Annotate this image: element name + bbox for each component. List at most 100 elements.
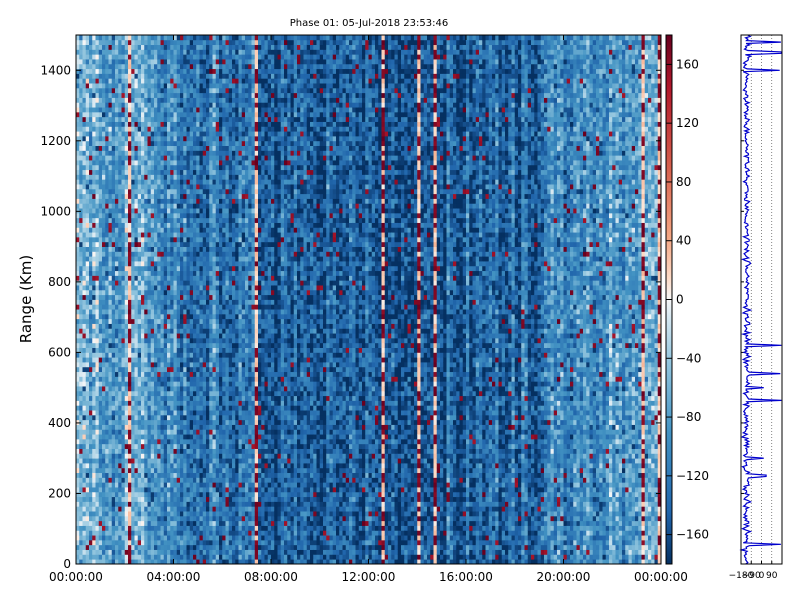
heatmap-cell: [102, 145, 106, 151]
heatmap-cell: [176, 232, 181, 238]
heatmap-cell: [176, 188, 181, 195]
heatmap-cell: [105, 174, 109, 180]
heatmap-cell: [134, 97, 139, 103]
heatmap-cell: [137, 198, 142, 204]
heatmap-cell: [128, 208, 132, 214]
heatmap-cell: [219, 63, 223, 70]
heatmap-cell: [111, 102, 116, 108]
heatmap-cell: [199, 232, 204, 238]
heatmap-cell: [180, 515, 184, 522]
heatmap-cell: [209, 410, 213, 416]
heatmap-cell: [105, 501, 109, 507]
heatmap-cell: [183, 352, 187, 358]
heatmap-cell: [111, 333, 116, 339]
heatmap-cell: [141, 126, 145, 132]
heatmap-cell: [111, 559, 116, 565]
heatmap-cell: [189, 174, 194, 180]
heatmap-cell: [134, 270, 139, 276]
heatmap-cell: [108, 535, 113, 541]
heatmap-cell: [206, 511, 210, 517]
heatmap-cell: [206, 515, 210, 522]
heatmap-cell: [102, 299, 106, 305]
heatmap-cell: [199, 357, 204, 363]
heatmap-cell: [118, 68, 122, 74]
heatmap-cell: [95, 155, 100, 161]
heatmap-cell: [222, 539, 226, 546]
heatmap-cell: [134, 554, 139, 560]
heatmap-cell: [176, 313, 181, 320]
heatmap-cell: [147, 83, 152, 89]
heatmap-cell: [111, 371, 116, 377]
heatmap-cell: [157, 328, 161, 334]
heatmap-cell: [186, 554, 191, 560]
heatmap-cell: [121, 217, 126, 223]
heatmap-cell: [163, 208, 168, 214]
heatmap-cell: [98, 299, 103, 305]
heatmap-cell: [89, 535, 93, 541]
heatmap-cell: [212, 318, 217, 324]
heatmap-cell: [170, 357, 174, 363]
heatmap-cell: [131, 265, 135, 272]
heatmap-cell: [215, 78, 220, 84]
heatmap-cell: [215, 222, 220, 228]
heatmap-cell: [102, 386, 106, 392]
heatmap-cell: [76, 366, 80, 373]
heatmap-cell: [150, 347, 155, 353]
heatmap-cell: [144, 87, 148, 94]
heatmap-cell: [137, 506, 142, 512]
heatmap-cell: [163, 63, 168, 70]
heatmap-cell: [121, 304, 126, 310]
heatmap-cell: [105, 135, 109, 142]
heatmap-cell: [144, 539, 148, 546]
heatmap-cell: [167, 169, 171, 175]
heatmap-cell: [131, 554, 135, 560]
heatmap-cell: [215, 174, 220, 180]
heatmap-cell: [215, 203, 220, 209]
heatmap-cell: [121, 116, 126, 122]
heatmap-cell: [206, 318, 210, 324]
heatmap-cell: [206, 54, 210, 60]
heatmap-cell: [102, 554, 106, 560]
heatmap-cell: [108, 309, 113, 315]
heatmap-cell: [131, 280, 135, 286]
heatmap-cell: [141, 241, 145, 247]
heatmap-cell: [209, 49, 213, 55]
heatmap-cell: [92, 491, 96, 498]
heatmap-cell: [128, 169, 132, 175]
heatmap-cell: [150, 362, 155, 368]
heatmap-cell: [186, 59, 191, 65]
heatmap-cell: [89, 453, 93, 459]
heatmap-cell: [98, 453, 103, 459]
heatmap-cell: [79, 390, 83, 397]
heatmap-cell: [183, 49, 187, 55]
heatmap-cell: [167, 371, 171, 377]
heatmap-cell: [160, 49, 165, 55]
heatmap-cell: [209, 299, 213, 305]
heatmap-cell: [89, 73, 93, 79]
heatmap-cell: [222, 530, 226, 536]
heatmap-cell: [108, 313, 113, 320]
heatmap-cell: [186, 285, 191, 291]
heatmap-cell: [173, 160, 178, 166]
heatmap-cell: [189, 97, 194, 103]
heatmap-cell: [173, 126, 178, 132]
heatmap-cell: [157, 487, 161, 493]
heatmap-cell: [183, 313, 187, 320]
heatmap-cell: [144, 443, 148, 449]
heatmap-cell: [102, 539, 106, 546]
heatmap-cell: [163, 188, 168, 195]
heatmap-cell: [157, 515, 161, 522]
heatmap-cell: [98, 352, 103, 358]
heatmap-cell: [193, 222, 197, 228]
heatmap-cell: [219, 155, 223, 161]
heatmap-cell: [134, 246, 139, 252]
heatmap-cell: [76, 126, 80, 132]
heatmap-cell: [111, 275, 116, 281]
heatmap-cell: [128, 506, 132, 512]
heatmap-cell: [131, 87, 135, 94]
heatmap-cell: [209, 463, 213, 469]
heatmap-cell: [180, 299, 184, 305]
heatmap-cell: [98, 357, 103, 363]
heatmap-cell: [76, 467, 80, 474]
heatmap-cell: [89, 256, 93, 262]
